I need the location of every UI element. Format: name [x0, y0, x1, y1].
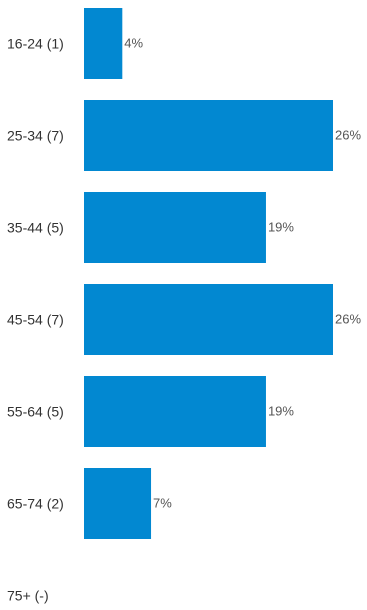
- bar-value-label: 26%: [335, 312, 361, 327]
- value-label-group: 4% 26% 19% 26% 19% 7%: [124, 36, 361, 511]
- category-label: 65-74 (2): [7, 496, 64, 512]
- bar-group: [84, 8, 333, 539]
- bar-value-label: 26%: [335, 128, 361, 143]
- category-label: 45-54 (7): [7, 312, 64, 328]
- category-label: 35-44 (5): [7, 220, 64, 236]
- category-label: 25-34 (7): [7, 128, 64, 144]
- category-label: 75+ (-): [7, 588, 49, 604]
- bar: [84, 192, 266, 263]
- bar: [84, 468, 152, 539]
- bar: [84, 8, 123, 79]
- bar: [84, 376, 266, 447]
- bar-value-label: 4%: [124, 36, 143, 51]
- bar: [84, 284, 333, 355]
- bar-value-label: 19%: [268, 404, 294, 419]
- category-label: 16-24 (1): [7, 36, 64, 52]
- category-label: 55-64 (5): [7, 404, 64, 420]
- category-label-group: 16-24 (1) 25-34 (7) 35-44 (5) 45-54 (7) 55-6…: [7, 36, 64, 604]
- bar-value-label: 7%: [153, 496, 172, 511]
- bar: [84, 100, 333, 171]
- bar-value-label: 19%: [268, 220, 294, 235]
